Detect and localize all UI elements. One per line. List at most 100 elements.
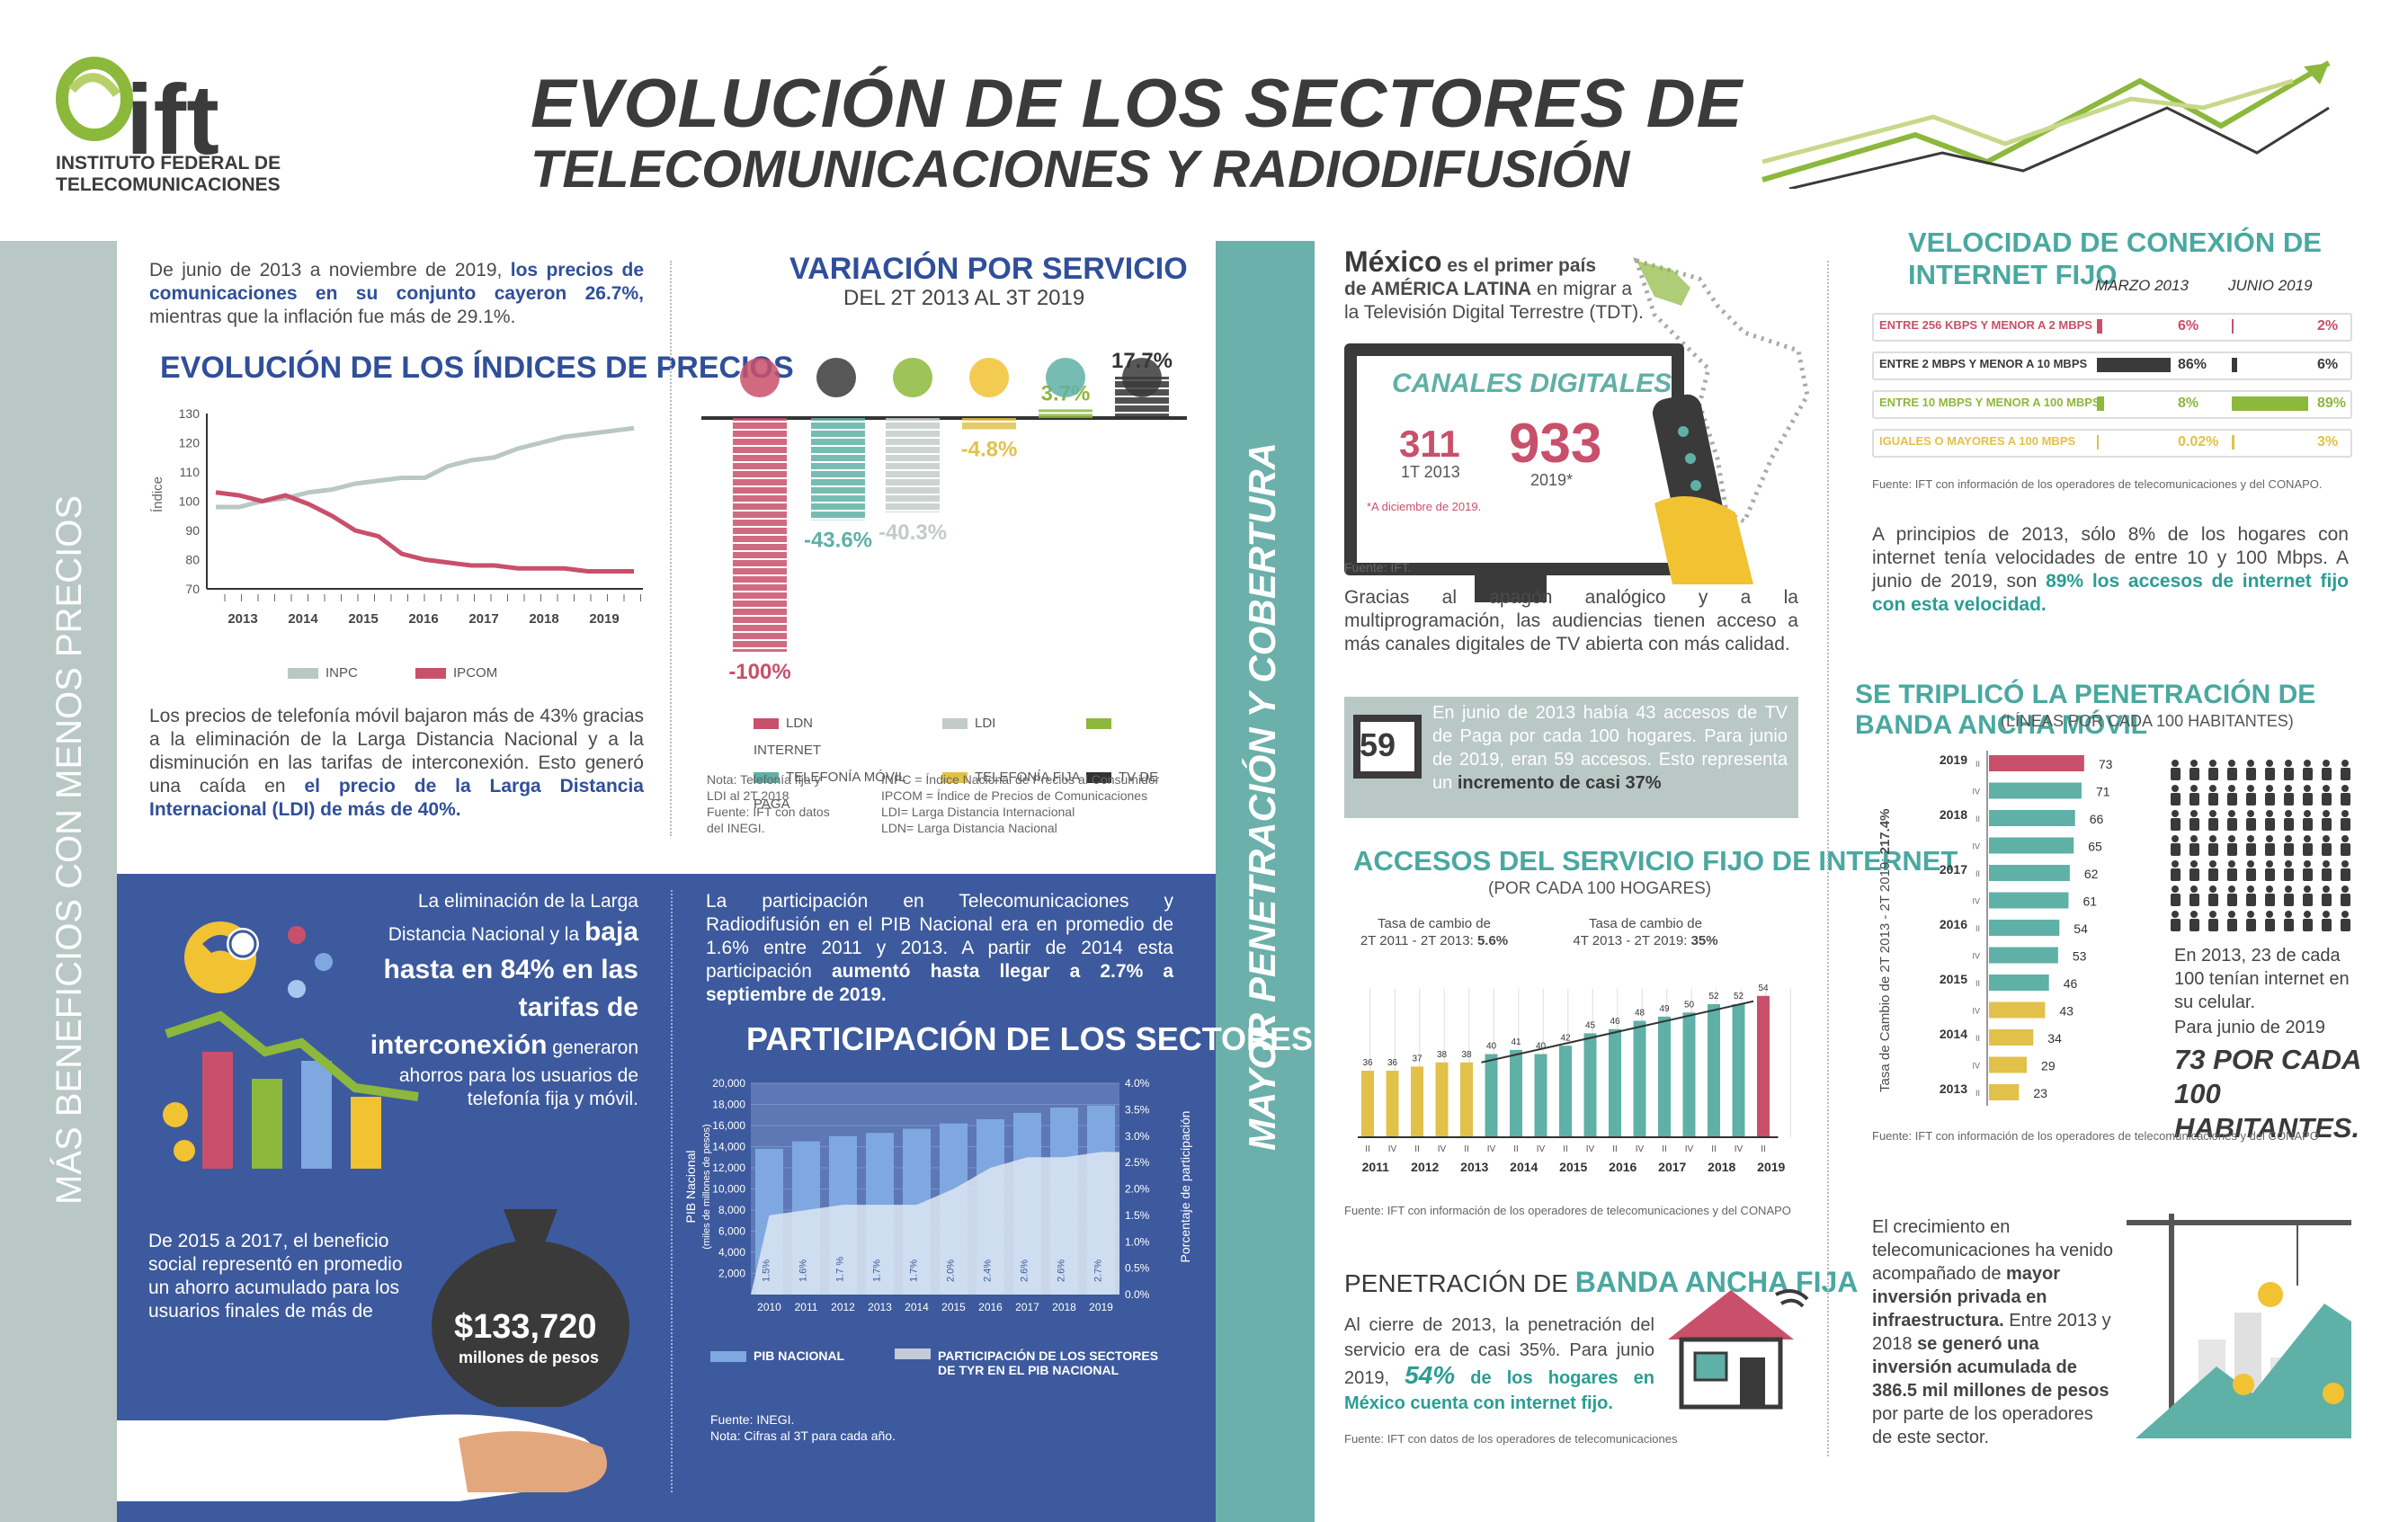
speed-value-2019: 6%	[2317, 357, 2339, 372]
person-icon	[2228, 785, 2235, 792]
access-value-label: 40	[1486, 1042, 1497, 1052]
person-icon	[2266, 760, 2273, 767]
intro-text: De junio de 2013 a noviembre de 2019, lo…	[149, 260, 645, 327]
y-quarter-label: IV	[1972, 897, 1980, 906]
person-icon	[2209, 760, 2216, 767]
y-quarter-label: II	[1975, 1034, 1980, 1043]
access-value-label: 41	[1511, 1037, 1521, 1047]
mobile-bar	[1989, 947, 2058, 964]
speed-value-2013: 6%	[2178, 318, 2199, 334]
person-icon	[2247, 911, 2254, 918]
person-icon-body	[2265, 919, 2275, 931]
person-icon	[2304, 911, 2311, 918]
pib-title: PARTICIPACIÓN DE LOS SECTORES	[746, 1020, 1314, 1057]
x-year-label: 2015	[941, 1301, 966, 1313]
share-label: 2.6%	[1020, 1259, 1030, 1282]
access-bar	[1485, 1054, 1498, 1137]
benefit-unit: millones de pesos	[459, 1348, 600, 1366]
person-icon-body	[2227, 894, 2237, 906]
x-year-label: 2018	[529, 611, 558, 627]
mobile-value-label: 23	[2033, 1086, 2047, 1100]
person-icon	[2266, 886, 2273, 893]
person-icon	[2209, 835, 2216, 842]
person-icon-body	[2246, 894, 2256, 906]
person-icon-body	[2171, 868, 2181, 881]
person-icon	[2190, 886, 2198, 893]
share-label: 2.0%	[946, 1259, 957, 1282]
pib-intro: La participación en Telecomunicaciones y…	[706, 891, 1173, 1005]
person-icon	[2228, 835, 2235, 842]
mobile-value-label: 62	[2084, 867, 2099, 881]
y-year-label: 2015	[1940, 972, 1967, 986]
service-icon-5	[1122, 358, 1162, 397]
person-icon	[2266, 835, 2273, 842]
mobile-bar	[1989, 782, 2082, 799]
y-quarter-label: IV	[1972, 952, 1980, 961]
ift-logo-icon	[56, 57, 133, 141]
person-icon	[2323, 760, 2330, 767]
person-icon-body	[2208, 894, 2218, 906]
trend-line	[1481, 1000, 1754, 1064]
person-icon	[2304, 860, 2311, 868]
person-icon-body	[2189, 793, 2199, 806]
y-quarter-label: IV	[1972, 1062, 1980, 1071]
person-icon-body	[2284, 793, 2294, 806]
movil-text2: Para junio de 2019	[2174, 1018, 2325, 1037]
person-icon-body	[2227, 793, 2237, 806]
x-year-label: 2015	[1559, 1160, 1587, 1174]
variation-title: VARIACIÓN POR SERVICIO	[789, 252, 1188, 286]
access-bar	[1361, 1071, 1374, 1137]
person-icon-body	[2322, 894, 2332, 906]
legend-inpc: INPC	[326, 665, 358, 681]
paytv-number: 59	[1360, 726, 1396, 763]
mobile-value-label: 34	[2047, 1031, 2062, 1046]
y-quarter-label: II	[1975, 924, 1980, 933]
person-icon-body	[2284, 843, 2294, 856]
person-icon-body	[2303, 843, 2313, 856]
person-icon-body	[2189, 768, 2199, 780]
canales-value-2013: 311	[1399, 423, 1460, 465]
person-icon-body	[2208, 793, 2218, 806]
person-icon-body	[2265, 793, 2275, 806]
mobile-value-label: 43	[2059, 1004, 2074, 1019]
canales-value-2019: 933	[1509, 413, 1602, 475]
person-icon-body	[2246, 868, 2256, 881]
y-year-label: 2013	[1940, 1081, 1967, 1096]
person-icon	[2172, 785, 2179, 792]
access-bar	[1435, 1062, 1449, 1137]
canales-paragraph: Gracias al apagón analógico y a la multi…	[1344, 587, 1798, 654]
series-line-ipcom	[215, 490, 634, 574]
person-icon	[2190, 810, 2198, 817]
access-value-label: 38	[1461, 1050, 1472, 1060]
person-icon	[2209, 911, 2216, 918]
person-icon	[2341, 860, 2349, 868]
person-icon-body	[2265, 868, 2275, 881]
mobile-value-label: 53	[2073, 949, 2087, 964]
latin-america-map-icon	[1633, 257, 1810, 525]
speed-bar-2019	[2232, 319, 2234, 334]
series-line-inpc	[216, 425, 635, 510]
person-icon	[2247, 860, 2254, 868]
person-icon-body	[2171, 843, 2181, 856]
speed-value-2019: 2%	[2317, 318, 2339, 334]
speed-value-2019: 3%	[2317, 434, 2339, 449]
y2-tick-label: 2.0%	[1125, 1183, 1150, 1196]
share-label: 2.7%	[1093, 1259, 1104, 1282]
person-icon-body	[2246, 818, 2256, 831]
bar-value-label: -40.3%	[878, 521, 947, 545]
speed-row-label: IGUALES O MAYORES A 100 MBPS	[1879, 434, 2076, 448]
person-icon-body	[2284, 919, 2294, 931]
pib-source: Fuente: INEGI. Nota: Cifras al 3T para ca…	[710, 1412, 896, 1443]
people-icon-grid	[2171, 760, 2350, 931]
x-quarter-label: IV	[1735, 1144, 1744, 1154]
person-icon-body	[2265, 818, 2275, 831]
person-icon-body	[2208, 843, 2218, 856]
speed-bar-2013	[2097, 358, 2171, 372]
speed-row: ENTRE 256 KBPS Y MENOR A 2 MBPS 6% 2%	[1872, 313, 2352, 342]
speed-source: Fuente: IFT con información de los opera…	[1872, 477, 2323, 491]
access-bar	[1658, 1016, 1671, 1137]
person-icon	[2190, 860, 2198, 868]
y-quarter-label: IV	[1972, 788, 1980, 797]
person-icon	[2304, 835, 2311, 842]
paytv-text: En junio de 2013 había 43 accesos de TV …	[1432, 703, 1788, 793]
